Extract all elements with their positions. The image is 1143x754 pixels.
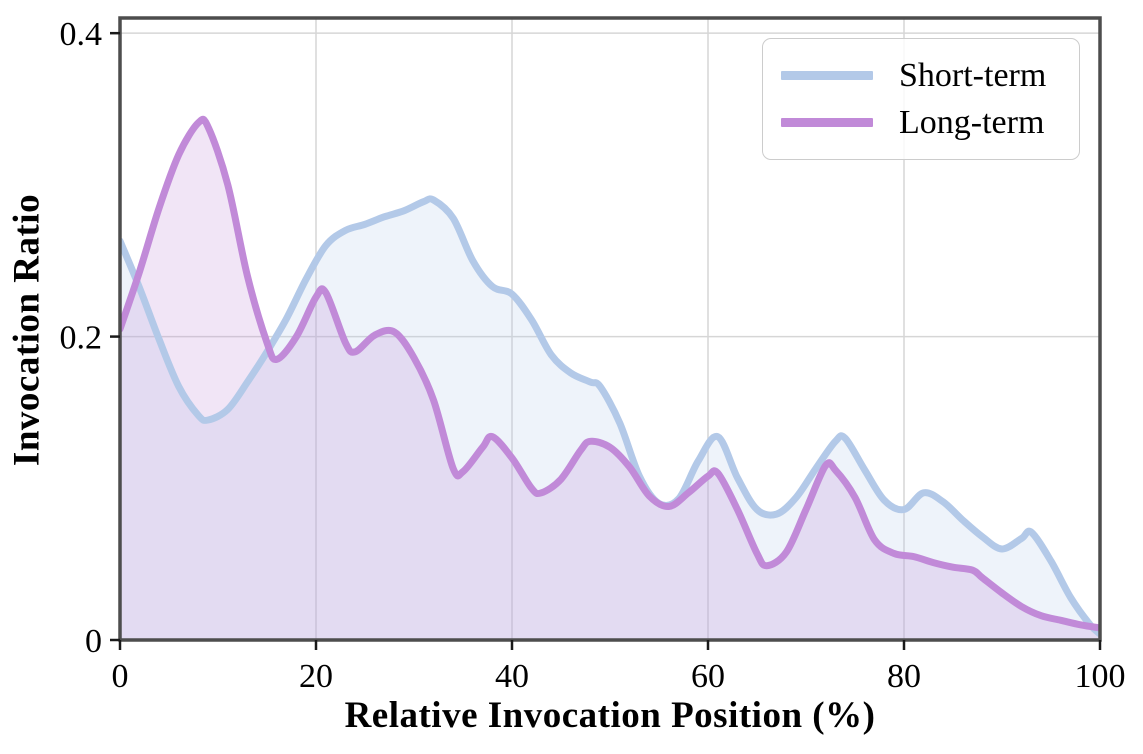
x-tick-label: 40 [495, 658, 529, 695]
short-term-area [120, 198, 1100, 640]
series-layer [120, 115, 1100, 640]
legend-label-long-term: Long-term [899, 103, 1045, 141]
y-tick-label: 0 [85, 623, 102, 660]
short-term-line [120, 195, 1100, 638]
short-term-swatch [781, 71, 873, 80]
long-term-area [120, 119, 1100, 640]
x-axis-title: Relative Invocation Position (%) [344, 695, 876, 736]
axes-frame [118, 16, 1102, 642]
x-tick-label: 20 [299, 658, 333, 695]
y-tick-label: 0.4 [60, 16, 103, 53]
y-axis-title: Invocation Ratio [6, 193, 48, 467]
x-tick-label: 100 [1075, 658, 1126, 695]
legend-label-short-term: Short-term [899, 56, 1047, 94]
ticks [110, 31, 1102, 650]
x-tick-label: 80 [887, 658, 921, 695]
x-tick-label: 60 [691, 658, 725, 695]
legend-item-short-term: Short-term [781, 56, 1061, 94]
y-tick-label: 0.2 [60, 320, 103, 357]
legend-item-long-term: Long-term [781, 103, 1061, 141]
legend: Short-term Long-term [762, 38, 1080, 160]
long-term-swatch [781, 118, 873, 127]
tick-labels: 0 20 40 60 80 100 0 0.2 0.4 [60, 16, 1126, 695]
long-term-line [120, 115, 1100, 632]
x-tick-label: 0 [112, 658, 129, 695]
